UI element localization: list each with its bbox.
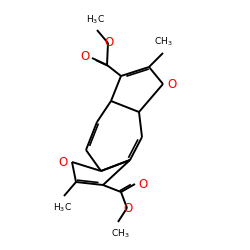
- Text: O: O: [167, 78, 176, 90]
- Text: O: O: [104, 36, 114, 49]
- Text: O: O: [138, 178, 147, 190]
- Text: CH$_3$: CH$_3$: [111, 227, 129, 239]
- Text: O: O: [81, 50, 90, 64]
- Text: CH$_3$: CH$_3$: [154, 36, 172, 48]
- Text: O: O: [59, 156, 68, 168]
- Text: H$_3$C: H$_3$C: [86, 14, 104, 26]
- Text: O: O: [124, 202, 132, 215]
- Text: H$_3$C: H$_3$C: [52, 201, 72, 213]
